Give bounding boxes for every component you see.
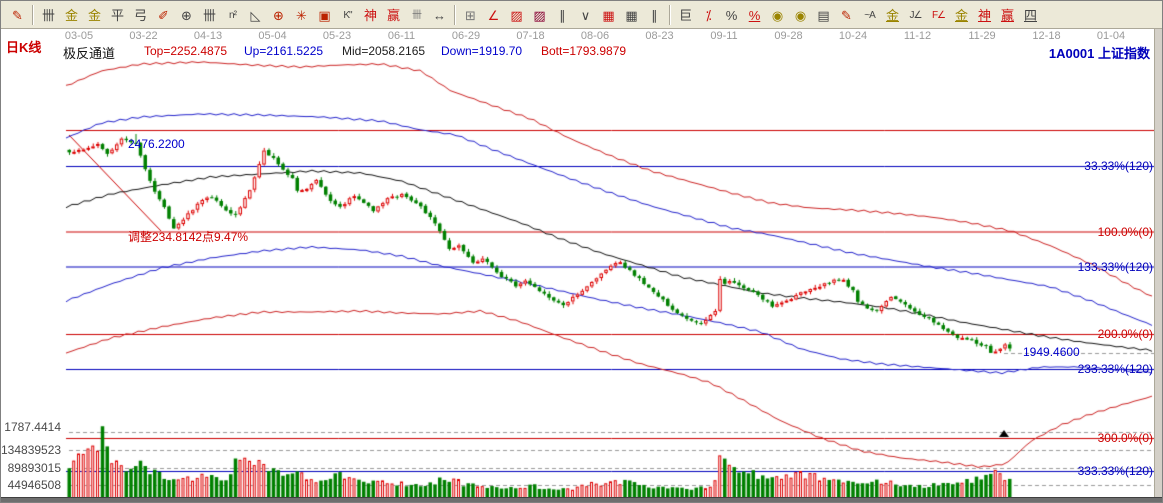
si-angle-icon[interactable]: 四 bbox=[1023, 8, 1037, 23]
pen-tool-icon[interactable]: ✎ bbox=[12, 8, 23, 23]
j-angle-icon[interactable]: J∠ bbox=[909, 10, 923, 21]
indicator-bott-value: Bott=1793.9879 bbox=[541, 44, 627, 58]
left-axis-scale-label: 44946508 bbox=[7, 478, 61, 492]
parallel-lines-icon[interactable]: ∥ bbox=[651, 8, 658, 23]
bow-tool-icon[interactable]: 弓 bbox=[133, 8, 147, 23]
correction-annotation: 调整234.8142点9.47% bbox=[128, 230, 249, 244]
ping-ruler-icon[interactable]: 平 bbox=[110, 8, 124, 23]
right-axis-percent-label: 33.33%(120) bbox=[1084, 159, 1153, 173]
price-band-icon[interactable]: ▤ bbox=[817, 8, 830, 23]
grid-arrow-icon[interactable]: ▦ bbox=[625, 8, 638, 23]
percent-cross-icon[interactable]: ⁒ bbox=[705, 8, 712, 23]
ray-box-icon[interactable]: ▨ bbox=[510, 8, 523, 23]
toolbar-separator bbox=[32, 4, 34, 25]
gold-line-icon[interactable]: 金 bbox=[885, 8, 899, 23]
box-anchor-icon[interactable]: ⊞ bbox=[465, 8, 476, 23]
right-axis-percent-label: 133.33%(120) bbox=[1077, 259, 1153, 274]
shen-angle-icon[interactable]: 神 bbox=[977, 8, 991, 23]
date-axis-tick: 07-18 bbox=[516, 30, 545, 42]
red-pen-ruler-icon[interactable]: ✐ bbox=[158, 8, 169, 23]
right-axis-percent-label: 300.0%(0) bbox=[1097, 431, 1153, 445]
date-axis-tick: 03-05 bbox=[64, 30, 94, 42]
ray-box-solid-icon[interactable]: ▨ bbox=[533, 8, 546, 23]
indicator-up-value: Up=2161.5225 bbox=[244, 44, 324, 58]
period-label[interactable]: 日K线 bbox=[6, 40, 42, 55]
percent-icon[interactable]: % bbox=[725, 8, 738, 23]
double-line-icon[interactable]: ∥ bbox=[559, 8, 566, 23]
date-axis-tick: 05-04 bbox=[258, 30, 287, 42]
toolbar-separator bbox=[454, 4, 456, 25]
target-star-icon[interactable]: ✳ bbox=[296, 8, 307, 23]
f-angle-icon[interactable]: F∠ bbox=[931, 10, 946, 21]
date-axis-tick: 12-18 bbox=[1032, 30, 1061, 42]
indicator-name-label: 极反通道 bbox=[63, 46, 116, 61]
date-axis-tick: 08-06 bbox=[580, 30, 610, 42]
indicator-top-value: Top=2252.4875 bbox=[144, 44, 228, 58]
set-square-icon[interactable]: ◺ bbox=[250, 8, 261, 23]
right-axis-percent-label: 100.0%(0) bbox=[1097, 224, 1153, 239]
ying-grid-icon[interactable]: 赢 bbox=[386, 8, 400, 23]
mini-pen-icon[interactable]: ✎ bbox=[841, 8, 852, 23]
shen-grid-icon[interactable]: 神 bbox=[363, 8, 377, 23]
date-axis-tick: 11-29 bbox=[968, 30, 996, 42]
wave-tool-icon[interactable]: ~A bbox=[864, 10, 876, 21]
date-axis-tick: 09-11 bbox=[710, 30, 738, 42]
right-axis-percent-label: 333.33%(120) bbox=[1077, 464, 1153, 478]
drawing-toolbar: ✎ 卌金金平弓 ✐ ⊕ 卌 n² ◺ ⊕ ✳ ▣ K" 神赢卌 ↔ ⊞ ∠ ▨ ▨ ∥ ∨ ▦ ▦ ∥ 巨 ⁒%% ◉ ◉ ▤ ✎ ~A… bbox=[1, 1, 1162, 29]
kline-chart-canvas[interactable] bbox=[1, 29, 1162, 502]
gold-measure-icon[interactable]: 金 bbox=[64, 8, 78, 23]
left-axis-scale-label: 89893015 bbox=[7, 461, 61, 475]
width-arrow-icon[interactable]: ↔ bbox=[433, 8, 446, 23]
ying-angle-icon[interactable]: 赢 bbox=[1000, 8, 1014, 23]
gauge-ruler-icon[interactable]: 巨 bbox=[678, 8, 692, 23]
hash-ruler-icon[interactable]: 卌 bbox=[202, 8, 216, 23]
target-grid-icon[interactable]: ▣ bbox=[318, 8, 331, 23]
date-axis-tick: 01-04 bbox=[1096, 30, 1126, 42]
trough-price-annotation: 1949.4600 bbox=[1023, 345, 1080, 359]
gold-coin-2-icon[interactable]: ◉ bbox=[794, 8, 807, 23]
grid-ruler-icon[interactable]: 卌 bbox=[41, 8, 55, 23]
indicator-mid-value: Mid=2058.2165 bbox=[342, 44, 426, 58]
peak-price-annotation: 2476.2200 bbox=[128, 137, 185, 151]
right-axis-percent-label: 200.0%(0) bbox=[1097, 327, 1153, 341]
date-axis-tick: 05-23 bbox=[322, 30, 352, 42]
gold-angle-icon[interactable]: 金 bbox=[954, 8, 968, 23]
date-axis-tick: 06-11 bbox=[387, 30, 416, 42]
symbol-title[interactable]: 1A0001 上证指数 bbox=[1048, 46, 1150, 61]
indicator-down-value: Down=1919.70 bbox=[441, 44, 523, 58]
n-squared-icon[interactable]: n² bbox=[229, 10, 237, 21]
left-axis-scale-label: 134839523 bbox=[1, 443, 62, 457]
right-axis-percent-label: 233.33%(120) bbox=[1077, 362, 1153, 376]
small-ruler-icon[interactable]: 卌 bbox=[412, 10, 422, 21]
date-axis-tick: 03-22 bbox=[129, 30, 158, 42]
gold-measure-2-icon[interactable]: 金 bbox=[87, 8, 101, 23]
target-circle-icon[interactable]: ⊕ bbox=[273, 8, 284, 23]
date-axis-tick: 08-23 bbox=[645, 30, 674, 42]
right-window-strip bbox=[1154, 29, 1162, 500]
toolbar-separator bbox=[669, 4, 671, 25]
gold-coin-icon[interactable]: ◉ bbox=[771, 8, 784, 23]
date-axis-tick: 09-28 bbox=[774, 30, 803, 42]
percent-line-icon[interactable]: % bbox=[748, 8, 761, 23]
date-axis-tick: 11-12 bbox=[903, 30, 932, 42]
vee-tool-icon[interactable]: ∨ bbox=[580, 8, 591, 23]
date-axis-tick: 04-13 bbox=[193, 30, 223, 42]
left-axis-scale-label: 1787.4414 bbox=[4, 420, 61, 434]
red-grid-icon[interactable]: ▦ bbox=[602, 8, 615, 23]
date-axis-tick: 10-24 bbox=[838, 30, 868, 42]
ray-fan-icon[interactable]: ∠ bbox=[487, 8, 500, 23]
cycle-circle-icon[interactable]: ⊕ bbox=[181, 8, 192, 23]
window-bottom-border bbox=[1, 497, 1162, 502]
date-axis-tick: 06-29 bbox=[451, 30, 481, 42]
k-mark-icon[interactable]: K" bbox=[343, 10, 352, 21]
